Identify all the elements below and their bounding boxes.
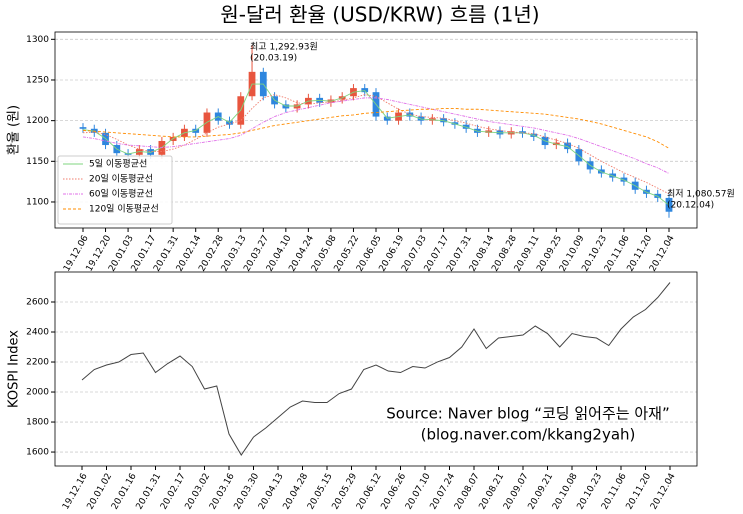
x-tick-label: 20.12.04: [649, 472, 678, 512]
y-tick-label: 2200: [26, 358, 49, 368]
plot-frame: [54, 31, 698, 229]
y-tick-label: 2400: [26, 328, 49, 338]
y-tick-label: 2000: [26, 388, 49, 398]
watermark: Source: Naver blog “코딩 읽어주는 아재”: [386, 405, 669, 423]
watermark: (blog.naver.com/kkang2yah): [421, 426, 636, 444]
annotation: 최고 1,292.93원: [250, 42, 318, 53]
candle-body: [79, 127, 87, 129]
annotation: 최저 1,080.57원: [667, 188, 735, 199]
ma-line: [82, 83, 670, 206]
ma-line: [82, 107, 670, 149]
y-tick-label: 1250: [26, 75, 49, 85]
legend-label: 5일 이동평균선: [89, 159, 147, 170]
chart-title: 원-달러 환율 (USD/KRW) 흐름 (1년): [220, 3, 539, 27]
line: [81, 282, 671, 456]
plot-frame: [54, 271, 698, 467]
legend-label: 60일 이동평균선: [89, 189, 153, 200]
y-axis-label: KOSPI Index: [7, 330, 22, 408]
y-tick-label: 1800: [26, 418, 49, 428]
y-tick-label: 1300: [26, 35, 49, 45]
legend-box: [57, 155, 173, 225]
y-tick-label: 2600: [26, 298, 49, 308]
y-tick-label: 1600: [26, 448, 49, 458]
ma-line: [82, 94, 670, 195]
candle-body: [564, 142, 571, 150]
legend-label: 120일 이동평균선: [89, 204, 159, 215]
y-tick-label: 1150: [26, 157, 49, 167]
y-tick-label: 1200: [26, 116, 49, 126]
annotation: (20.12.04): [667, 200, 714, 210]
legend-label: 20일 이동평균선: [89, 174, 153, 185]
y-tick-label: 1100: [26, 197, 49, 207]
y-axis-label: 환율 (원): [7, 105, 22, 155]
ma-line: [82, 97, 670, 174]
annotation: (20.03.19): [250, 54, 297, 64]
